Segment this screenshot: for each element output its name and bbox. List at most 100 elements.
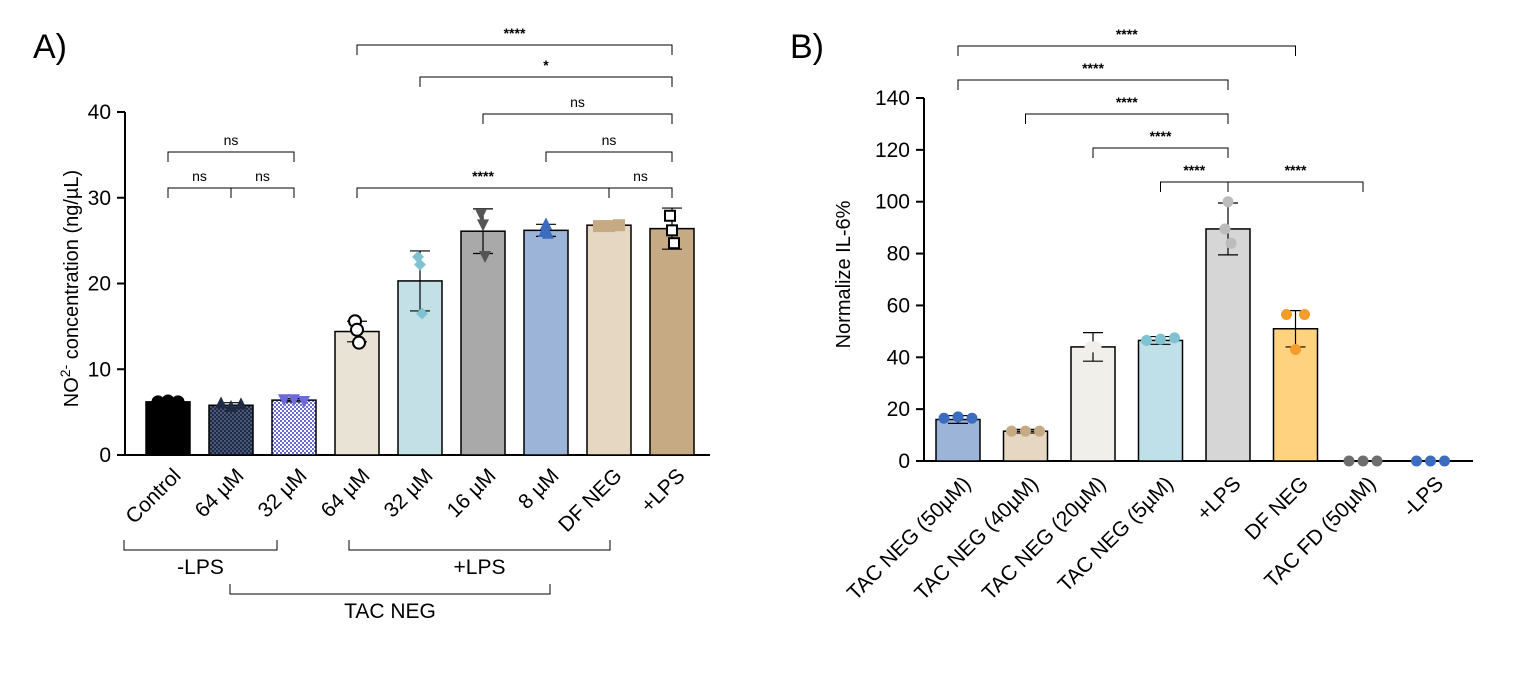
significance-bracket-b: **** — [1025, 94, 1229, 124]
significance-bracket-a: **** — [356, 168, 610, 198]
bracket-line — [957, 45, 1296, 56]
bracket-label: **** — [1285, 162, 1307, 178]
bracket-label: ns — [192, 168, 207, 184]
data-point-b — [1006, 425, 1017, 437]
data-point-b — [1155, 333, 1166, 345]
data-point-a — [479, 251, 491, 264]
data-point-a — [414, 258, 426, 271]
bracket-line — [230, 187, 295, 198]
x-tick-label-a: DF NEG — [554, 464, 626, 536]
group-label: +LPS — [454, 556, 506, 579]
y-tick-label-a: 0 — [99, 444, 111, 467]
bracket-line — [167, 151, 295, 162]
bracket-line — [545, 151, 673, 162]
x-tick-label-b: TAC NEG (50µM) — [843, 472, 976, 605]
data-point-b — [1425, 455, 1436, 467]
data-point-b — [1090, 341, 1102, 353]
y-axis-label-sup: 2- — [57, 364, 73, 377]
bar-a — [586, 224, 632, 456]
group-bracket-line — [123, 540, 278, 551]
bar-a — [523, 229, 569, 456]
bracket-line — [167, 187, 232, 198]
data-point-a — [298, 395, 310, 408]
group-bracket: -LPS — [123, 540, 278, 579]
significance-bracket-b: **** — [1227, 162, 1364, 192]
bracket-label: **** — [1116, 94, 1138, 110]
y-tick-label-a: 10 — [88, 358, 111, 381]
bracket-label: **** — [1183, 162, 1205, 178]
bar-a — [397, 280, 443, 456]
x-tick-label-b: TAC NEG (5µM) — [1054, 472, 1178, 596]
data-point-a — [664, 209, 676, 222]
data-point-a — [613, 219, 625, 232]
x-tick-label-a: +LPS — [637, 464, 690, 517]
bracket-label: ns — [224, 132, 239, 148]
bracket-label: **** — [1116, 26, 1138, 42]
x-tick-label-b: -LPS — [1399, 472, 1448, 521]
x-tick-label-b: +LPS — [1193, 472, 1246, 525]
bracket-label: * — [543, 57, 549, 73]
y-axis-label-a: NO2- concentration (ng/µL) — [57, 170, 83, 407]
bracket-line — [1227, 181, 1364, 192]
y-tick-label-b: 0 — [898, 450, 910, 473]
y-tick-label-a: 20 — [88, 273, 111, 296]
x-tick-label-b: TAC NEG (20µM) — [978, 472, 1111, 605]
data-point-b — [1222, 196, 1234, 208]
data-point-b — [966, 412, 978, 424]
data-point-a — [215, 396, 227, 409]
significance-bracket-a: ns — [167, 168, 232, 198]
bar-a — [271, 399, 317, 456]
data-point-a — [540, 217, 552, 230]
data-point-a — [666, 224, 678, 237]
x-tick-label-a: 8 µM — [514, 464, 564, 514]
y-tick-label-b: 60 — [887, 294, 910, 317]
bar-a — [460, 230, 506, 456]
significance-bracket-a: ns — [608, 168, 673, 198]
bar-b — [1205, 228, 1251, 462]
data-point-b — [1411, 455, 1422, 467]
x-tick-label-a: 64 µM — [317, 464, 375, 522]
data-point-b — [1357, 455, 1369, 467]
x-tick-label-a: 16 µM — [443, 464, 501, 522]
x-tick-label-a: 64 µM — [191, 464, 249, 522]
y-axis-label-b: Normalize IL-6% — [833, 200, 855, 348]
data-point-a — [171, 395, 185, 409]
data-point-b — [1219, 223, 1231, 235]
data-point-b — [1343, 455, 1355, 467]
bracket-label: **** — [504, 25, 526, 41]
bracket-label: ns — [255, 168, 270, 184]
bracket-label: ns — [633, 168, 648, 184]
data-point-b — [1141, 334, 1152, 346]
y-tick-label-b: 120 — [875, 139, 910, 162]
data-point-a — [603, 220, 615, 233]
data-point-a — [278, 394, 290, 407]
panel-label-a: A) — [33, 28, 67, 66]
y-tick-label-b: 80 — [887, 243, 910, 266]
bracket-line — [1160, 181, 1229, 192]
x-tick-label-b: TAC NEG (40µM) — [910, 472, 1043, 605]
data-point-a — [350, 322, 364, 337]
y-axis-label-main: NO — [61, 377, 83, 407]
bracket-line — [1092, 147, 1229, 158]
bracket-label: **** — [472, 168, 494, 184]
group-label: -LPS — [177, 556, 224, 579]
y-axis-label-rest: concentration (ng/µL) — [61, 170, 83, 365]
significance-bracket-a: ns — [482, 94, 673, 124]
data-point-b — [1290, 344, 1301, 356]
bracket-line — [419, 76, 673, 87]
x-tick-label-a: Control — [121, 464, 185, 528]
data-point-b — [1020, 425, 1031, 437]
panel-label-b: B) — [790, 28, 824, 66]
group-bracket-line — [229, 584, 551, 595]
y-tick-label-a: 40 — [88, 101, 111, 124]
bar-b — [1070, 346, 1116, 462]
bar-a — [208, 404, 254, 456]
data-point-a — [235, 397, 247, 410]
data-point-a — [477, 219, 489, 232]
data-point-a — [475, 209, 487, 222]
data-point-b — [1281, 309, 1292, 321]
significance-bracket-a: * — [419, 57, 673, 87]
bar-b — [935, 418, 981, 462]
y-tick-label-b: 40 — [887, 346, 910, 369]
significance-bracket-b: **** — [957, 26, 1296, 56]
